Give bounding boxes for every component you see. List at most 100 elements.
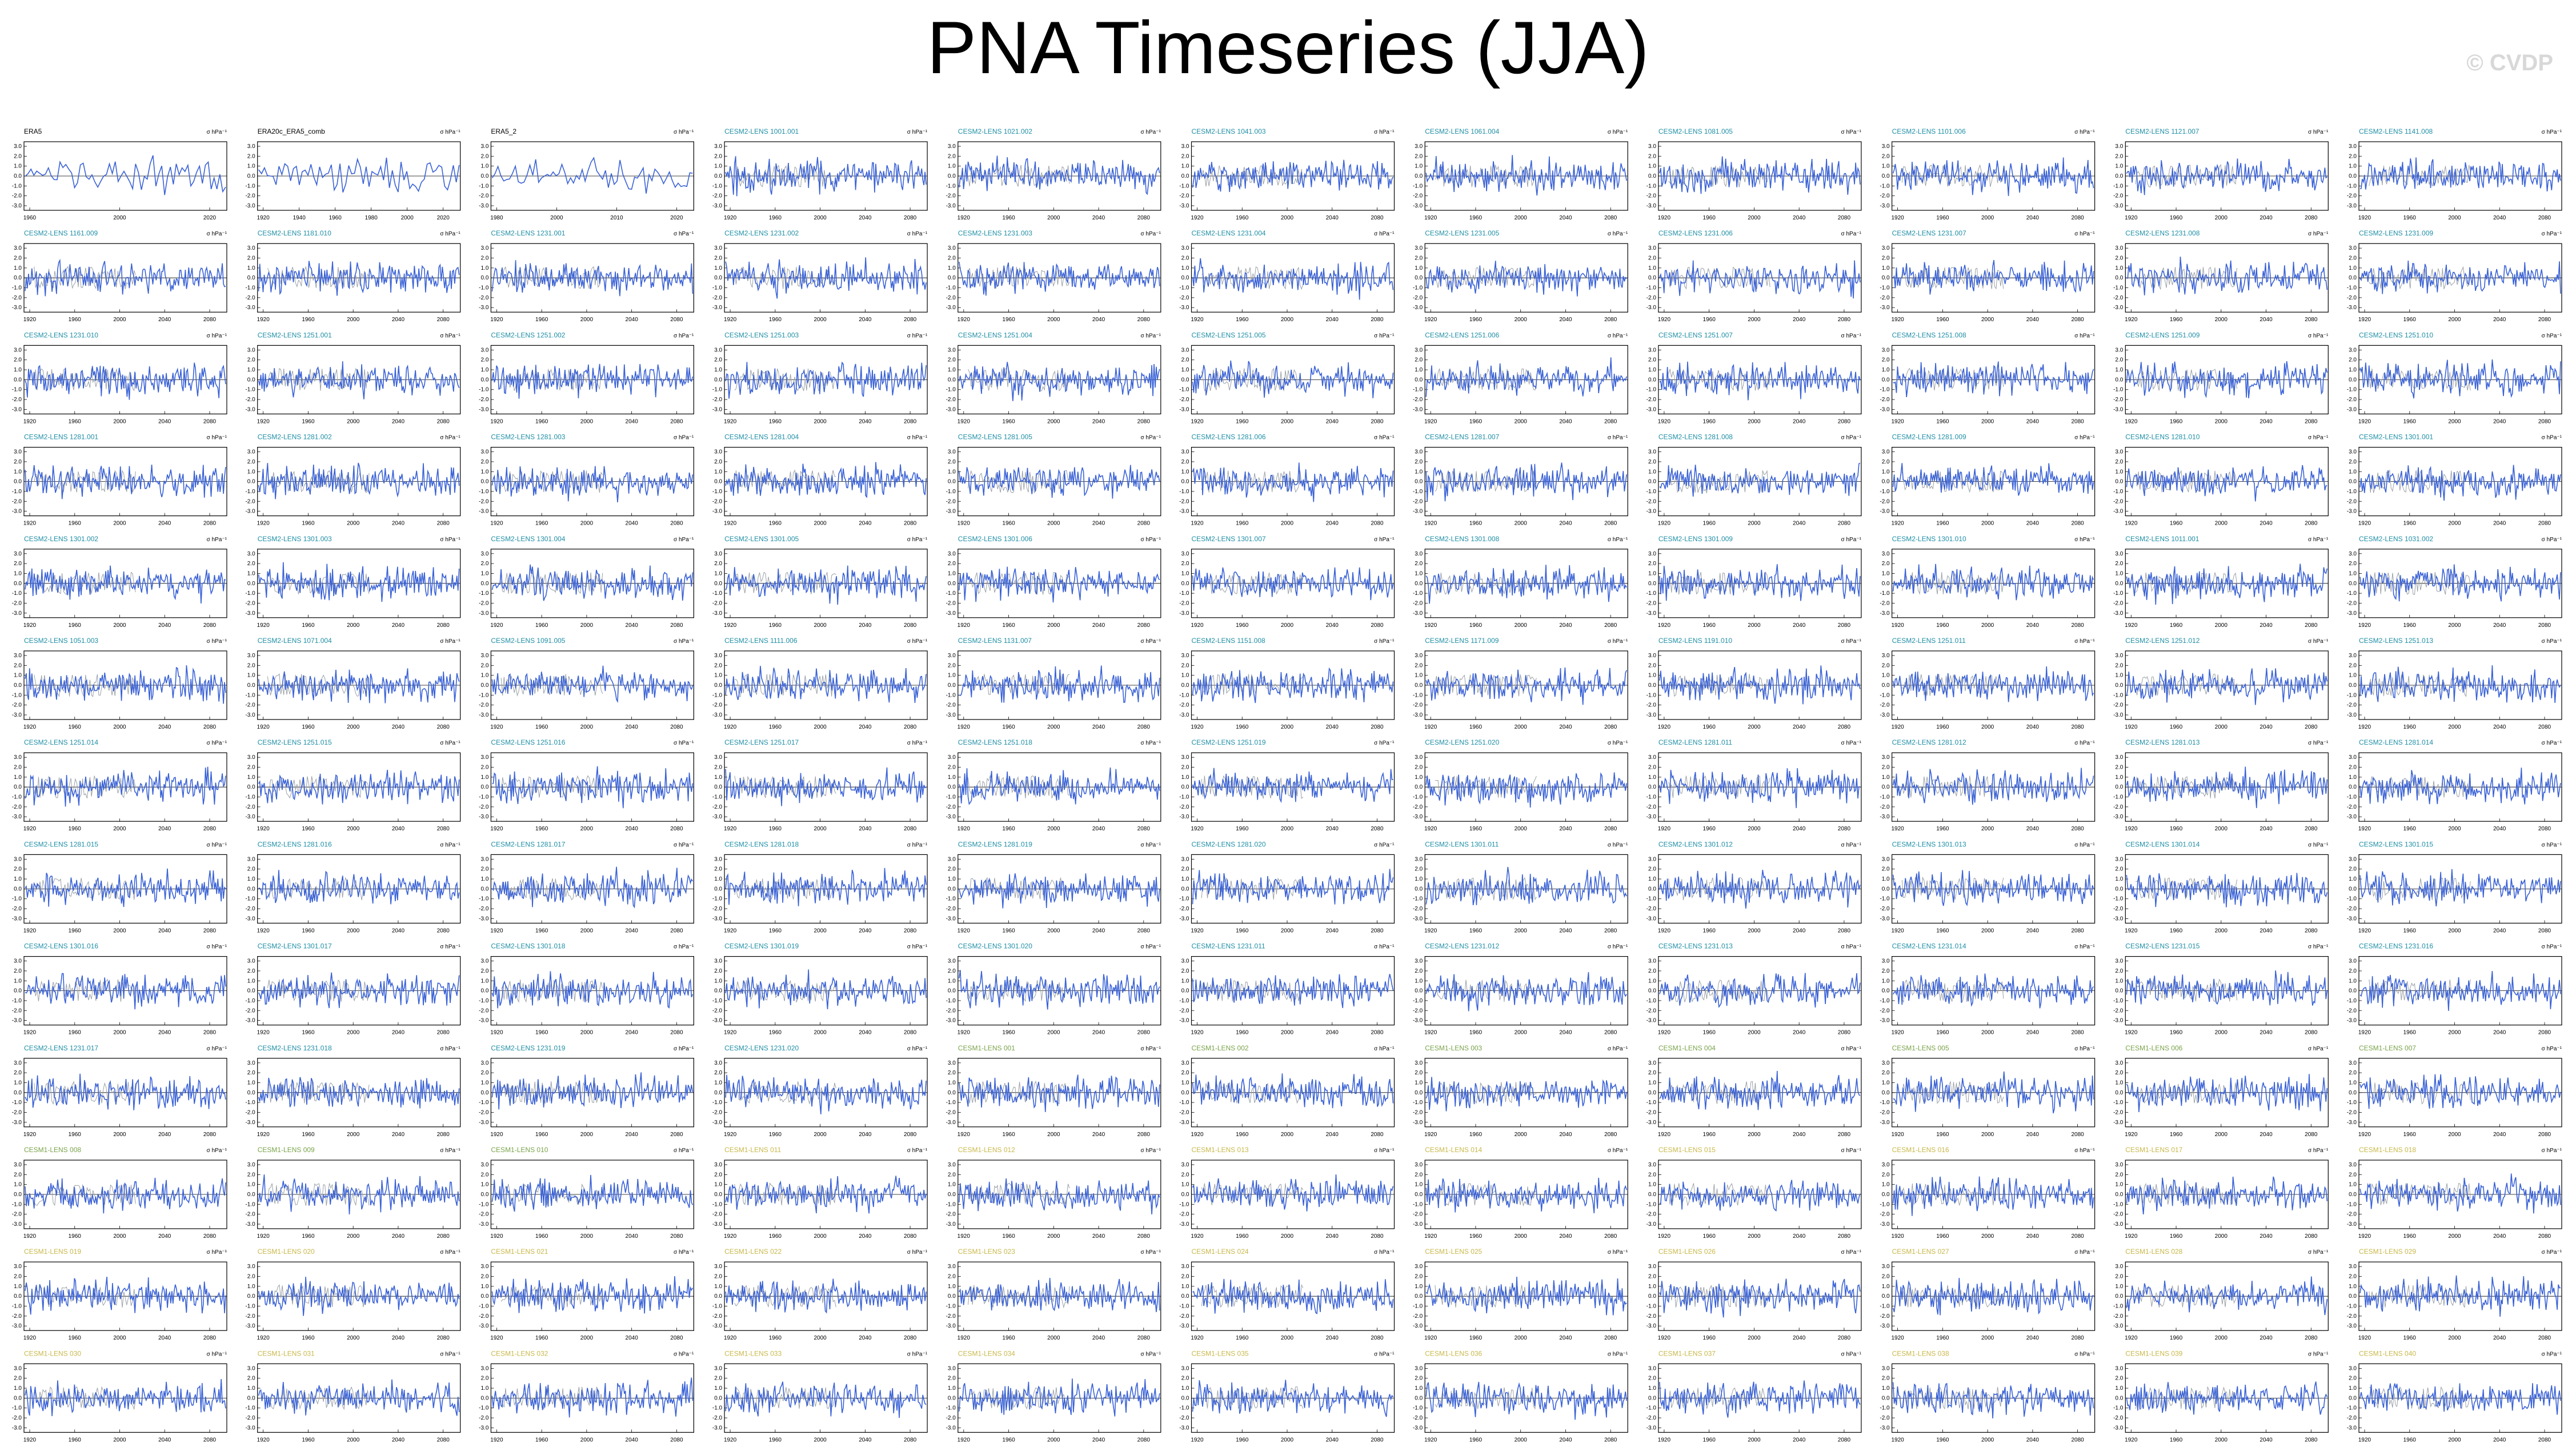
x-tick-label: 2000: [347, 724, 360, 730]
panel: CESM2-LENS 1301.019 σ hPa⁻¹3.02.01.00.0-1…: [712, 942, 928, 1036]
pna-series-line: [1192, 258, 1394, 300]
panel-units: σ hPa⁻¹: [1608, 1351, 1628, 1357]
x-tick-label: 2080: [2538, 317, 2551, 323]
x-tick-label: 1960: [69, 724, 82, 730]
pna-series-line: [1893, 361, 2094, 397]
y-tick-label: 1.0: [1648, 570, 1656, 577]
y-tick-label: -1.0: [946, 692, 956, 698]
panel-title: CESM1-LENS 025: [1425, 1248, 1482, 1256]
panel-units: σ hPa⁻¹: [1140, 231, 1161, 237]
y-tick-label: 2.0: [14, 153, 22, 159]
x-tick-label: 2080: [203, 826, 217, 832]
y-tick-label: 1.0: [247, 673, 255, 679]
x-tick-label: 2080: [203, 1437, 217, 1443]
panel-units: σ hPa⁻¹: [207, 1249, 227, 1256]
x-tick-label: 1960: [1469, 724, 1483, 730]
y-tick-label: -1.0: [1179, 896, 1189, 902]
panel: CESM2-LENS 1301.012 σ hPa⁻¹3.02.01.00.0-1…: [1646, 840, 1862, 934]
pna-series-line: [725, 565, 927, 605]
panel-title: CESM2-LENS 1231.004: [1192, 229, 1266, 237]
panel-title: CESM2-LENS 1301.010: [1892, 535, 1966, 543]
panel-units: σ hPa⁻¹: [2308, 537, 2329, 543]
y-tick-label: 2.0: [1181, 1070, 1189, 1076]
y-tick-label: 3.0: [1415, 1365, 1423, 1372]
panel: CESM2-LENS 1251.016 σ hPa⁻¹3.02.01.00.0-1…: [479, 738, 694, 832]
x-tick-label: 1960: [1002, 1233, 1015, 1240]
y-tick-label: 0.0: [480, 784, 488, 790]
y-tick-label: 0.0: [1181, 988, 1189, 994]
panel-title: CESM2-LENS 1281.008: [1658, 433, 1733, 441]
x-tick-label: 1960: [302, 622, 315, 629]
y-tick-label: -3.0: [712, 610, 723, 617]
y-tick-label: -3.0: [479, 712, 489, 718]
pna-series-line: [1892, 157, 2094, 197]
y-tick-label: 0.0: [2349, 886, 2357, 892]
panel: CESM2-LENS 1231.001 σ hPa⁻¹3.02.01.00.0-1…: [479, 229, 694, 323]
x-tick-label: 1920: [958, 1233, 971, 1240]
x-tick-label: 2080: [904, 1233, 917, 1240]
obs-overlay-line: [968, 774, 1070, 798]
y-tick-label: 0.0: [1415, 784, 1423, 790]
y-tick-label: 3.0: [1882, 856, 1890, 862]
y-tick-label: -2.0: [245, 498, 255, 505]
y-tick-label: -2.0: [1880, 702, 1890, 709]
y-tick-label: 2.0: [948, 255, 956, 262]
y-tick-label: 2.0: [14, 1274, 22, 1280]
panel-units: σ hPa⁻¹: [1140, 129, 1161, 135]
y-tick-label: -2.0: [712, 906, 723, 912]
y-tick-label: 2.0: [714, 561, 722, 567]
x-tick-label: 1960: [1703, 1132, 1716, 1138]
x-tick-label: 2080: [904, 826, 917, 832]
pna-series-line: [492, 766, 694, 809]
y-tick-label: -3.0: [1179, 509, 1189, 515]
y-tick-label: 1.0: [948, 163, 956, 170]
y-tick-label: 0.0: [1882, 377, 1890, 383]
obs-overlay-line: [2135, 673, 2237, 696]
panel-units: σ hPa⁻¹: [674, 638, 694, 645]
x-tick-label: 1960: [2170, 317, 2183, 323]
y-tick-label: -2.0: [946, 1109, 956, 1116]
y-tick-label: 0.0: [714, 377, 722, 383]
y-tick-label: -1.0: [12, 896, 22, 902]
y-tick-label: 0.0: [948, 988, 956, 994]
panel: CESM2-LENS 1281.002 σ hPa⁻¹3.02.01.00.0-1…: [245, 433, 460, 527]
x-tick-label: 2080: [1604, 1030, 1617, 1036]
y-tick-label: -3.0: [479, 203, 489, 209]
panel-title: CESM2-LENS 1061.004: [1425, 127, 1499, 135]
x-tick-label: 2000: [1981, 1030, 1994, 1036]
x-tick-label: 2040: [1559, 826, 1572, 832]
x-tick-label: 2080: [2305, 1132, 2318, 1138]
y-tick-label: 3.0: [247, 856, 255, 862]
panel-title: CESM2-LENS 1281.017: [491, 840, 565, 848]
panel-title: CESM2-LENS 1251.006: [1425, 331, 1499, 339]
panel-title: CESM2-LENS 1231.010: [24, 331, 98, 339]
panel-units: σ hPa⁻¹: [2074, 638, 2095, 645]
x-tick-label: 1920: [257, 418, 270, 425]
x-tick-label: 2000: [2215, 1437, 2228, 1443]
x-tick-label: 2040: [1793, 418, 1806, 425]
x-tick-label: 1920: [490, 1335, 503, 1341]
y-tick-label: -3.0: [1179, 1425, 1189, 1431]
y-tick-label: 2.0: [1415, 153, 1423, 159]
x-tick-label: 2040: [158, 521, 171, 527]
x-tick-label: 1960: [769, 521, 782, 527]
x-tick-label: 1920: [257, 1233, 270, 1240]
y-tick-label: -2.0: [1880, 498, 1890, 505]
y-tick-label: -1.0: [712, 285, 723, 291]
x-tick-label: 2040: [2493, 317, 2506, 323]
y-tick-label: 3.0: [948, 449, 956, 455]
x-tick-label: 1960: [2403, 1132, 2417, 1138]
panel: CESM1-LENS 036 σ hPa⁻¹3.02.01.00.0-1.0-2.…: [1413, 1349, 1628, 1443]
y-tick-label: 3.0: [1415, 347, 1423, 353]
y-tick-label: 2.0: [948, 459, 956, 465]
panel-title: CESM1-LENS 010: [491, 1146, 548, 1154]
panel: CESM2-LENS 1231.016 σ hPa⁻¹3.02.01.00.0-1…: [2347, 942, 2562, 1036]
x-tick-label: 1960: [1236, 418, 1249, 425]
panel-title: CESM2-LENS 1301.005: [724, 535, 799, 543]
y-tick-label: -3.0: [479, 1323, 489, 1329]
y-tick-label: -2.0: [946, 906, 956, 912]
obs-overlay-line: [1435, 470, 1537, 493]
panel: CESM2-LENS 1251.014 σ hPa⁻¹3.02.01.00.0-1…: [12, 738, 227, 832]
y-tick-label: 1.0: [1882, 367, 1890, 373]
y-tick-label: -2.0: [1179, 295, 1189, 301]
